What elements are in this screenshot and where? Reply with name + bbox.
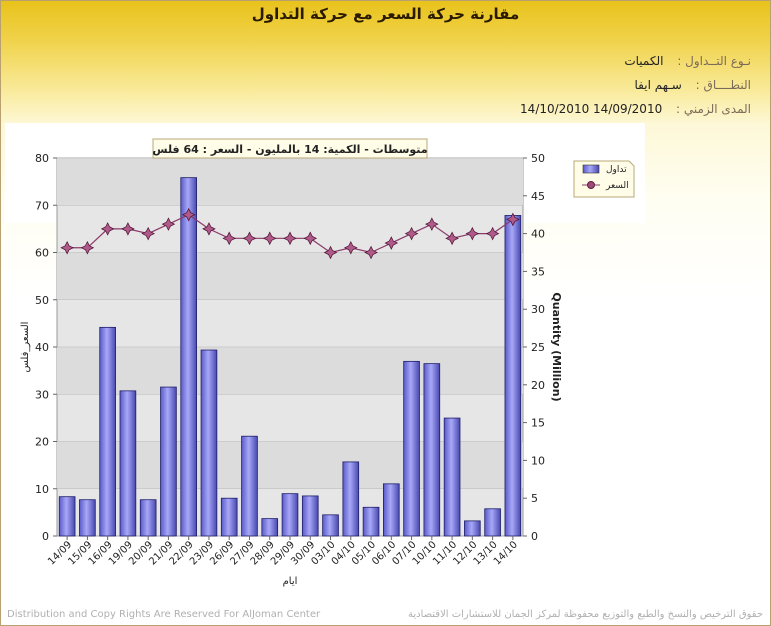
y-right-tick-label: 5 <box>531 492 538 505</box>
info-trade-type: نـوع التــداول : الكميات <box>624 54 751 68</box>
y-right-tick-label: 25 <box>531 341 545 354</box>
y-left-tick-label: 0 <box>42 530 49 543</box>
bar <box>200 349 218 537</box>
info-date-range: المدى الزمني : 14/09/2010 14/10/2010 <box>520 102 751 116</box>
info-value: الكميات <box>624 54 664 68</box>
bar <box>383 483 400 537</box>
y-left-tick-label: 10 <box>35 483 49 496</box>
price-point <box>100 222 115 236</box>
bar <box>79 499 96 537</box>
y-right-tick-label: 45 <box>531 190 545 203</box>
bar <box>160 386 177 537</box>
price-point <box>242 231 257 246</box>
chart-title: متوسطات - الكمية: 14 بالمليون - السعر : … <box>152 143 427 156</box>
price-point <box>202 222 216 236</box>
y-right-tick-label: 30 <box>531 303 545 316</box>
bar <box>403 360 420 537</box>
x-axis-label: ايام <box>283 576 298 587</box>
legend-marker <box>587 181 595 189</box>
price-point <box>121 222 135 236</box>
price-point <box>283 231 297 246</box>
price-point <box>445 231 459 246</box>
info-label: نـوع التــداول : <box>677 54 751 68</box>
bar <box>119 390 137 537</box>
y-right-tick-label: 15 <box>531 417 545 430</box>
bar <box>301 495 319 537</box>
bar <box>464 520 481 537</box>
y-left-tick-label: 70 <box>35 199 49 212</box>
price-point <box>344 240 358 255</box>
price-point <box>80 240 95 255</box>
bar <box>504 215 522 537</box>
info-label: المدى الزمني : <box>676 102 751 116</box>
legend-bar-swatch <box>582 164 600 174</box>
bar <box>180 177 197 537</box>
footer-copyright-en: Distribution and Copy Rights Are Reserve… <box>7 609 321 620</box>
price-point <box>222 231 236 246</box>
price-point <box>141 226 155 241</box>
grid-band <box>57 158 523 206</box>
bar <box>99 326 116 537</box>
y-axis-left-label: السعر_فلس <box>20 322 31 373</box>
info-value: سـهم ايفا <box>634 78 682 92</box>
y-right-tick-label: 0 <box>531 530 538 543</box>
info-value: 14/09/2010 14/10/2010 <box>520 102 663 116</box>
y-right-tick-label: 20 <box>531 379 545 392</box>
y-right-tick-label: 10 <box>531 454 545 467</box>
bar <box>261 518 279 537</box>
info-scope: النطــــاق : سـهم ايفا <box>635 78 751 92</box>
price-point <box>323 245 338 260</box>
price-point <box>465 226 480 241</box>
bar <box>342 461 360 537</box>
y-left-tick-label: 20 <box>35 436 49 449</box>
bar <box>443 417 461 537</box>
footer-copyright-ar: حقوق الترخيص والنسخ والطبع والتوزيع محفو… <box>407 609 763 620</box>
y-left-tick-label: 80 <box>35 152 49 165</box>
grid-band <box>57 252 523 300</box>
page-title: مقارنة حركة السعر مع حركة التداول <box>251 5 520 23</box>
info-label: النطــــاق : <box>695 78 751 92</box>
price-point <box>161 217 176 231</box>
price-point <box>262 231 277 246</box>
price-point <box>364 245 378 260</box>
price-point <box>425 217 439 231</box>
y-left-tick-label: 50 <box>35 294 49 307</box>
price-point <box>384 236 399 250</box>
bar-series <box>58 177 522 537</box>
bar <box>241 435 258 537</box>
price-point <box>506 212 520 227</box>
bar <box>139 499 157 537</box>
bar <box>423 363 441 537</box>
bar <box>58 496 76 537</box>
y-axis-right-label: Quantity (Million) <box>550 292 563 401</box>
grid-band <box>57 347 523 395</box>
price-point <box>60 240 74 255</box>
bar <box>281 493 299 537</box>
chart-title-box: متوسطات - الكمية: 14 بالمليون - السعر : … <box>152 138 428 159</box>
y-left-tick-label: 40 <box>35 341 49 354</box>
bar <box>220 497 238 537</box>
y-left-tick-label: 60 <box>35 247 49 260</box>
y-right-tick-label: 40 <box>531 228 545 241</box>
bar <box>322 514 339 537</box>
y-right-tick-label: 35 <box>531 265 545 278</box>
price-point <box>485 226 500 241</box>
bar <box>484 508 501 537</box>
bar <box>362 506 380 537</box>
price-point <box>404 226 419 241</box>
legend: تداول السعر <box>573 160 635 198</box>
price-point <box>181 207 196 222</box>
legend-line-label: السعر <box>605 181 629 191</box>
legend-bar-label: تداول <box>606 165 627 175</box>
price-point <box>303 231 318 246</box>
line-series <box>60 207 520 260</box>
y-left-tick-label: 30 <box>35 388 49 401</box>
y-right-tick-label: 50 <box>531 152 545 165</box>
